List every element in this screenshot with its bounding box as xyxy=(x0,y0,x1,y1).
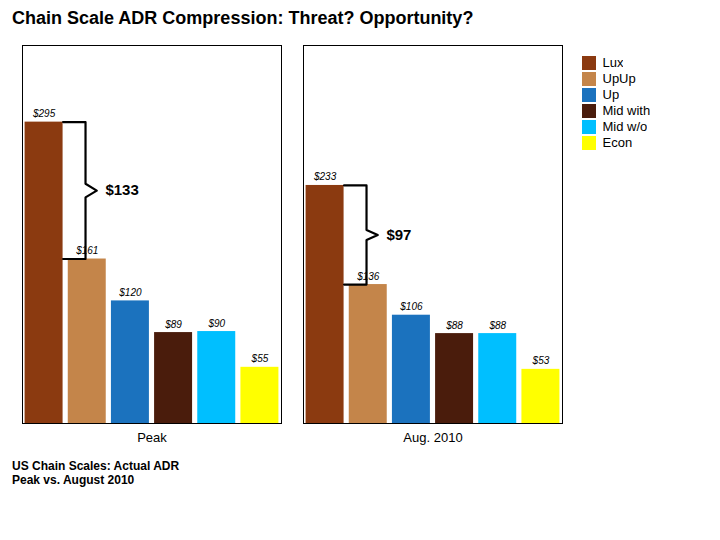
svg-text:$89: $89 xyxy=(164,319,182,330)
html-text:Mid w/o: Mid w/o xyxy=(602,119,648,134)
svg-text:Aug. 2010: Aug. 2010 xyxy=(403,430,462,445)
svg-text:$120: $120 xyxy=(118,287,142,298)
html-text:UpUp: UpUp xyxy=(602,71,636,86)
svg-text:$53: $53 xyxy=(532,355,550,366)
html-text:Chain Scale ADR Compression: T: Chain Scale ADR Compression: Threat? Opp… xyxy=(12,8,474,28)
svg-text:Peak: Peak xyxy=(137,430,167,445)
svg-text:$55: $55 xyxy=(251,353,269,364)
svg-text:$133: $133 xyxy=(105,181,138,198)
html-text:Econ: Econ xyxy=(602,135,633,150)
html-text:Up: Up xyxy=(602,87,620,102)
svg-text:$106: $106 xyxy=(399,301,423,312)
svg-text:$136: $136 xyxy=(356,271,380,282)
svg-text:$233: $233 xyxy=(313,171,337,182)
svg-text:$161: $161 xyxy=(75,245,98,256)
html-text:Lux: Lux xyxy=(602,55,624,70)
svg-text:$88: $88 xyxy=(488,320,506,331)
svg-text:$97: $97 xyxy=(386,226,411,243)
svg-text:$88: $88 xyxy=(445,320,463,331)
html-text:Mid with: Mid with xyxy=(602,103,651,118)
svg-text:$90: $90 xyxy=(207,318,225,329)
html-text:US Chain Scales: Actual ADR Pe: US Chain Scales: Actual ADR Peak vs. Aug… xyxy=(12,459,180,487)
svg-text:$295: $295 xyxy=(32,108,56,119)
